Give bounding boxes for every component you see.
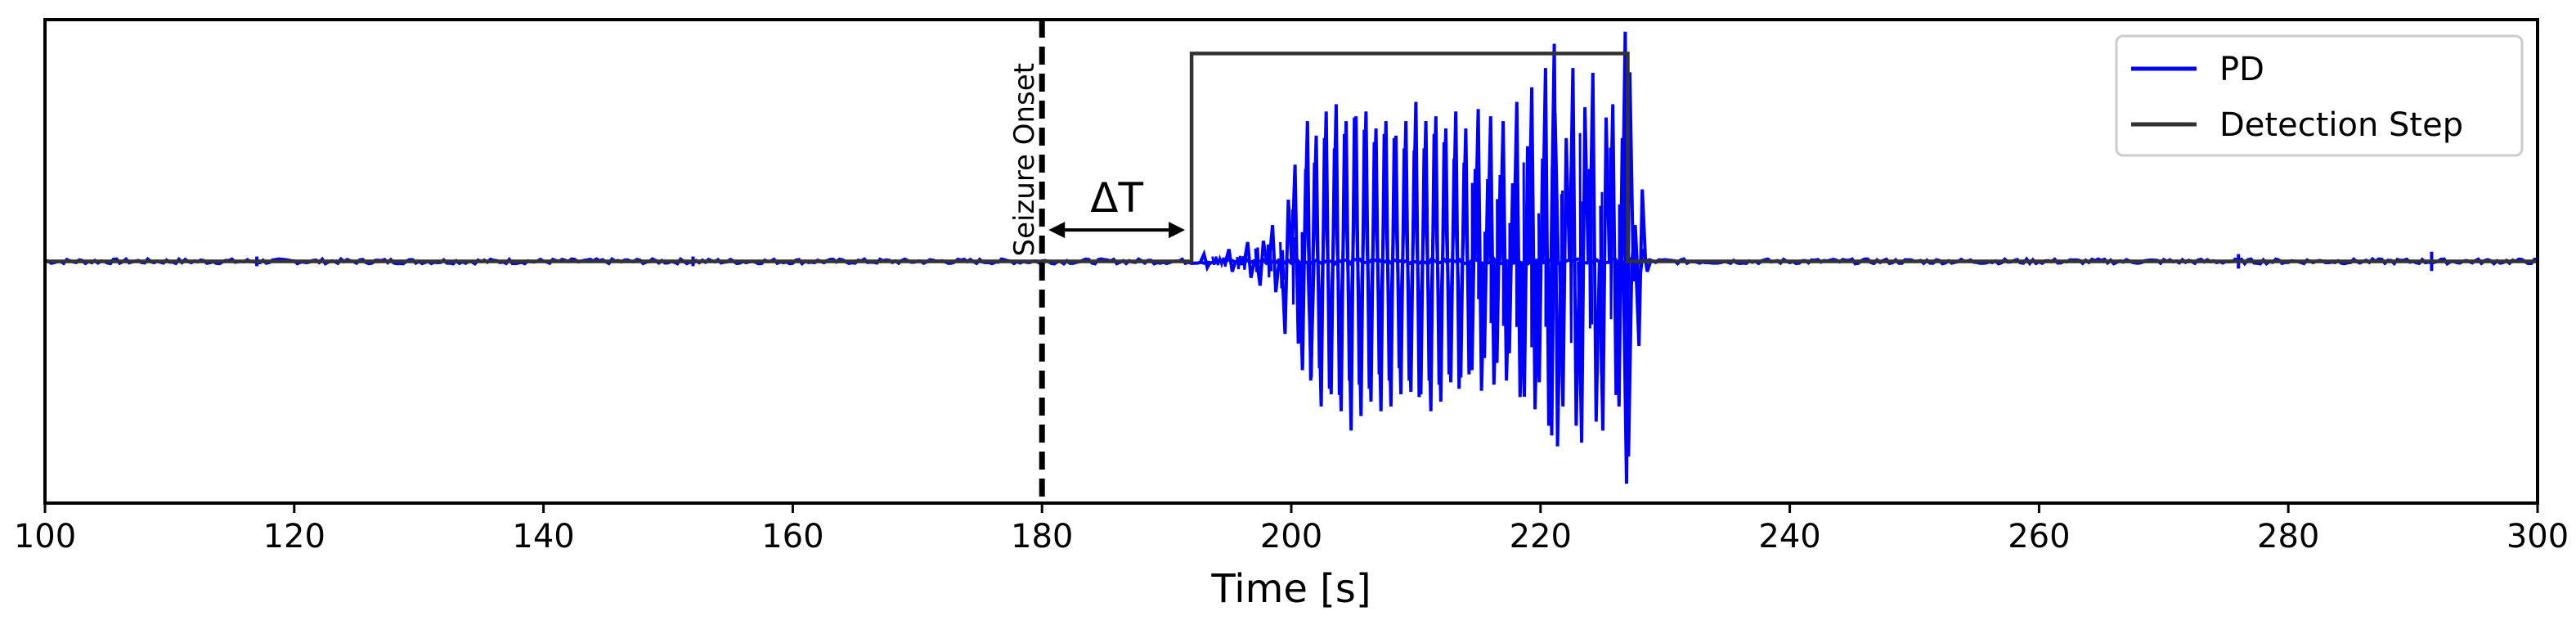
pd-burst-point (1527, 87, 1541, 410)
pd-burst-point (1622, 72, 1635, 484)
legend: PD Detection Step (2115, 34, 2524, 157)
delta-t-label: ΔT (1090, 174, 1143, 222)
pd-burst-point (1242, 241, 1256, 278)
pd-burst-point (1549, 43, 1563, 447)
x-tick-label: 280 (2257, 518, 2319, 555)
pd-burst-point (1587, 72, 1601, 422)
series-detection-step (45, 52, 2538, 263)
series-pd (45, 31, 2538, 484)
x-tick-label: 180 (1011, 518, 1073, 555)
pd-burst-fill (1211, 254, 1229, 269)
x-tick-label: 140 (512, 518, 574, 555)
pd-burst-fill (1236, 254, 1248, 270)
x-tick-label: 100 (14, 518, 76, 555)
x-axis-title: Time [s] (1210, 566, 1371, 612)
pd-burst-point (1577, 107, 1591, 443)
x-tick-label: 300 (2506, 518, 2569, 555)
x-tick-label: 160 (761, 518, 824, 555)
x-tick-label: 200 (1260, 518, 1322, 555)
pd-burst-point (1558, 137, 1572, 407)
pd-burst-point (1254, 241, 1268, 286)
pd-burst-point (1280, 199, 1294, 335)
pd-burst-point (1634, 189, 1648, 346)
detection-step-line (45, 52, 2538, 263)
pd-burst-fill (1254, 247, 1260, 275)
pd-burst-point (1223, 249, 1237, 272)
annotations: Seizure Onset ΔT (1008, 20, 1186, 503)
seizure-onset-label: Seizure Onset (1008, 63, 1041, 257)
pd-burst-point (1568, 68, 1582, 426)
legend-label: Detection Step (2219, 106, 2463, 144)
pd-burst-point (1598, 117, 1611, 431)
x-tick-label: 260 (2008, 518, 2070, 555)
x-tick-label: 120 (263, 518, 325, 555)
pd-burst-point (1199, 249, 1213, 272)
x-tick-label: 240 (1758, 518, 1820, 555)
delta-t-arrowhead-right (1169, 222, 1186, 239)
pd-burst-point (1268, 225, 1281, 293)
x-axis: 100 120 140 160 180 200 220 240 260 280 300 (14, 503, 2569, 555)
x-tick-label: 220 (1510, 518, 1572, 555)
legend-label: PD (2219, 51, 2264, 88)
legend-box (2115, 34, 2524, 157)
delta-t-arrowhead-left (1048, 222, 1066, 239)
